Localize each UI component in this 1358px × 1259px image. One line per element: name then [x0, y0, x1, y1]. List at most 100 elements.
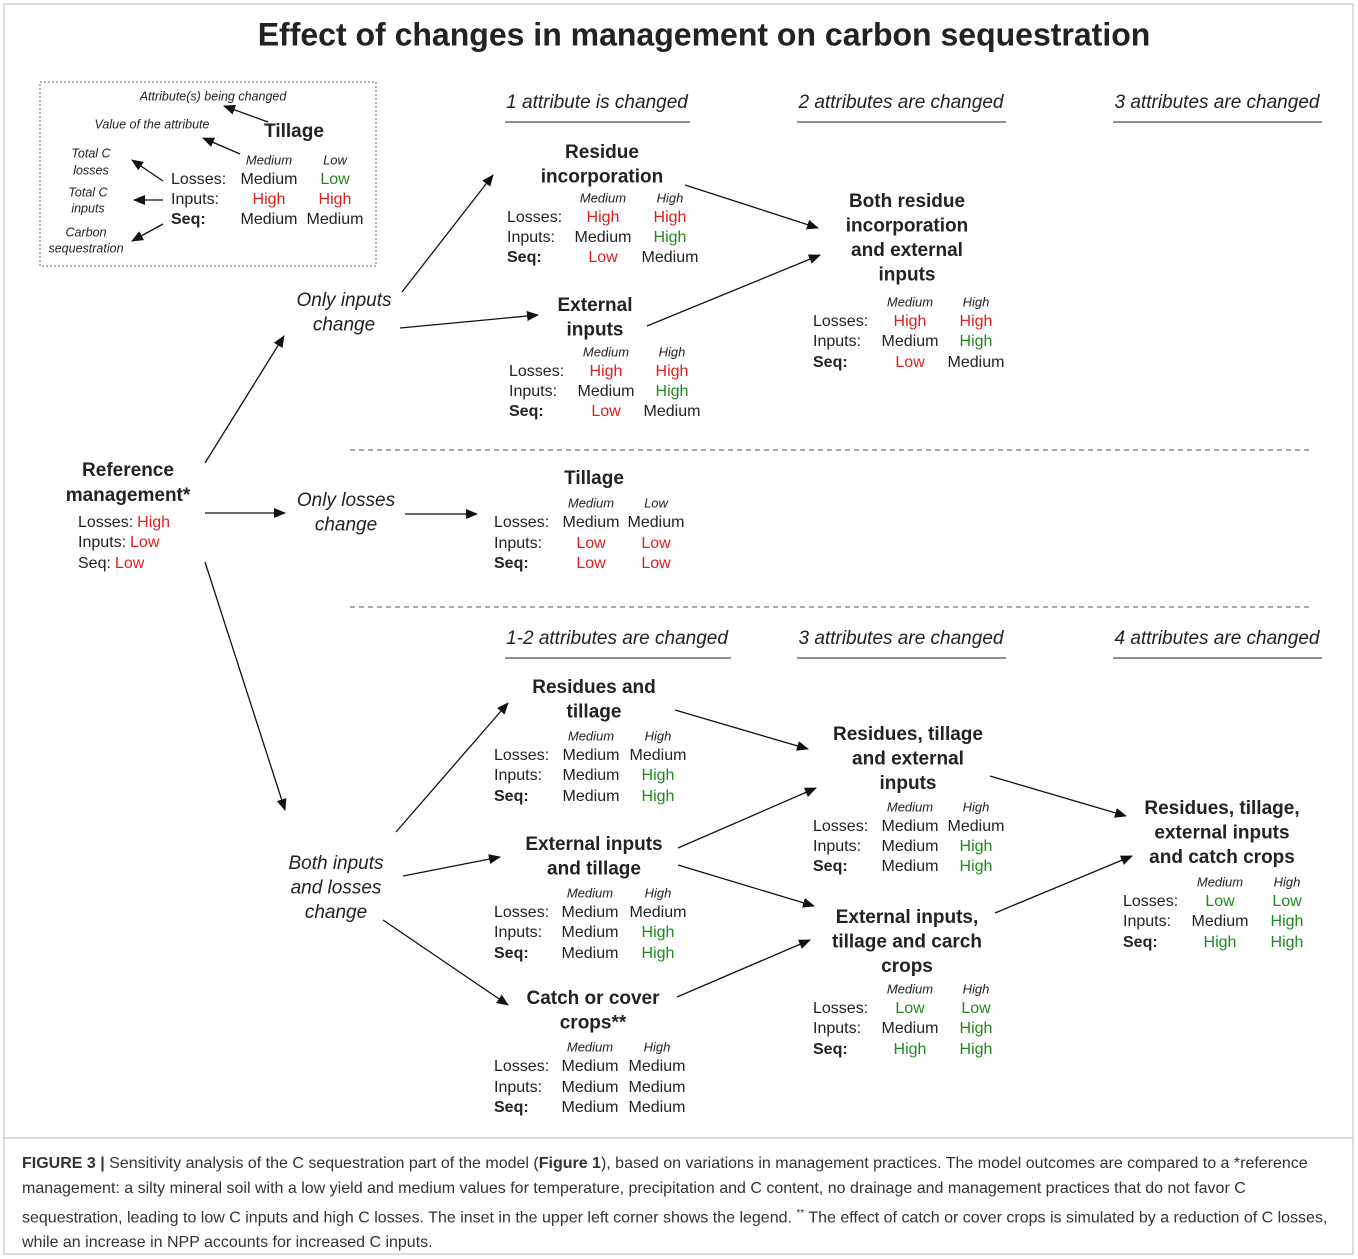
cell-value: Medium [562, 1079, 619, 1096]
cell-value: Medium [882, 1020, 939, 1037]
node-title: Both residue [849, 191, 965, 212]
cell-value: Low [591, 403, 621, 420]
caption: FIGURE 3 | Sensitivity analysis of the C… [22, 1151, 1340, 1255]
node-title: and external [852, 749, 964, 770]
arrow [204, 561, 287, 811]
cell-value: Medium [948, 354, 1005, 371]
cell-value: High [960, 838, 993, 855]
row-label: Inputs: [171, 191, 219, 208]
row-label: Losses: [509, 363, 564, 380]
cell-value: Medium [629, 1079, 686, 1096]
node-title: incorporation [541, 167, 663, 188]
node-title: and tillage [547, 859, 641, 880]
node-title: tillage [567, 702, 622, 723]
row-label: Inputs: [1123, 913, 1171, 930]
arrow [131, 223, 164, 242]
row-label: Seq: [494, 555, 529, 572]
cell-value: Medium [882, 818, 939, 835]
row-label: Inputs: [813, 333, 861, 350]
column-header: Medium [583, 344, 629, 359]
row-label: Inputs: [494, 1079, 542, 1096]
column-header: Low [323, 152, 348, 167]
row-label: Seq: [171, 211, 206, 228]
node-title: Residues, tillage [833, 724, 983, 745]
cell-value: High [319, 191, 352, 208]
column-header: High [963, 799, 990, 814]
cell-value: Medium [562, 945, 619, 962]
cell-value: High [894, 1041, 927, 1058]
cell-value: Medium [307, 211, 364, 228]
legend-side-label: sequestration [48, 241, 123, 255]
row-label: Inputs: [813, 838, 861, 855]
node-title: crops [881, 956, 933, 977]
title: Effect of changes in management on carbo… [258, 16, 1151, 52]
node-title: Catch or cover [526, 988, 660, 1009]
row-label: Losses: [813, 1000, 868, 1017]
row-label: Seq: [494, 1099, 529, 1116]
cell-value: Low [895, 354, 925, 371]
legend-box [39, 81, 377, 267]
cell-value: Medium [563, 514, 620, 531]
cell-value: Medium [629, 1099, 686, 1116]
cell-value: High [642, 945, 675, 962]
cell-value: Medium [628, 514, 685, 531]
row-label: Losses: [507, 209, 562, 226]
caption-note: ** [796, 1208, 805, 1219]
cell-value: Medium [563, 747, 620, 764]
arrow [994, 855, 1133, 914]
row-label: Seq: [813, 354, 848, 371]
row-label: Losses: [813, 313, 868, 330]
column-heading: 3 attributes are changed [1115, 92, 1321, 113]
row-label: Seq: [507, 249, 542, 266]
column-header: High [645, 728, 672, 743]
cell-value: High [656, 363, 689, 380]
cell-value: High [894, 313, 927, 330]
row-label: Inputs: [494, 924, 542, 941]
column-header: High [644, 1039, 671, 1054]
column-header: Low [644, 495, 669, 510]
column-header: High [657, 190, 684, 205]
cell-value: High [960, 1020, 993, 1037]
column-heading: 1-2 attributes are changed [506, 628, 729, 649]
cell-value: Low [895, 1000, 925, 1017]
cell-value: High [960, 1041, 993, 1058]
node-title: tillage and carch [832, 932, 982, 953]
cell-value: High [1271, 934, 1304, 951]
node-title: Residues, tillage, [1144, 798, 1299, 819]
reference-row: Inputs: Low [78, 534, 160, 551]
cell-value: Low [130, 534, 160, 551]
row-label: Seq: [494, 945, 529, 962]
caption-text: ), based on variations in management pra… [22, 1155, 1308, 1227]
node-title: inputs [567, 320, 624, 341]
cell-value: Medium [630, 747, 687, 764]
cell-value: High [654, 229, 687, 246]
cell-value: Medium [948, 818, 1005, 835]
cell-value: Medium [630, 904, 687, 921]
column-header: Medium [568, 728, 614, 743]
row-label: Losses: [494, 747, 549, 764]
arrow [223, 105, 269, 123]
cell-value: High [137, 514, 170, 531]
branch-label: Only losses [297, 490, 396, 511]
row-label: Losses: [813, 818, 868, 835]
column-header: Medium [567, 885, 613, 900]
node-title: Tillage [564, 468, 624, 489]
caption-label: FIGURE 3 | [22, 1155, 105, 1172]
legend-side-label: inputs [71, 201, 104, 215]
cell-value: Medium [575, 229, 632, 246]
branch-label: Only inputs [296, 290, 392, 311]
cell-value: Low [320, 171, 350, 188]
cell-value: High [960, 313, 993, 330]
cell-value: Medium [642, 249, 699, 266]
arrow [674, 709, 809, 751]
column-header: Medium [567, 1039, 613, 1054]
cell-value: Medium [563, 788, 620, 805]
row-label: Losses: [494, 514, 549, 531]
cell-value: High [590, 363, 623, 380]
node-title: Residues and [532, 677, 656, 698]
arrow [395, 702, 509, 833]
caption-ref: Figure 1 [538, 1155, 601, 1172]
arrow [646, 254, 821, 327]
